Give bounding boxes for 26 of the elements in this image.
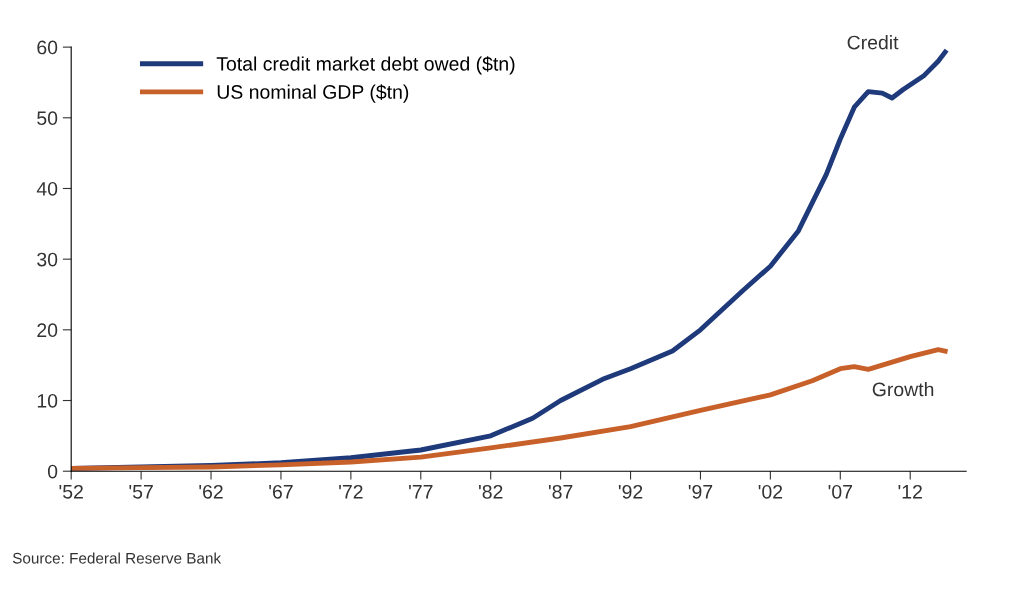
legend-label: Total credit market debt owed ($tn) [216, 56, 515, 75]
x-tick-label: '87 [548, 484, 573, 499]
x-tick-label: '57 [129, 485, 153, 499]
annotation: Growth [872, 382, 934, 397]
line-series [71, 347, 948, 471]
x-tick-label: '67 [269, 484, 293, 499]
x-tick-label: '62 [199, 484, 223, 499]
y-tick-label: 30 [37, 252, 58, 267]
y-tick-label: 60 [37, 40, 58, 55]
y-tick-label: 0 [47, 464, 58, 479]
x-tick-label: '77 [409, 485, 433, 499]
legend-label: US nominal GDP ($tn) [217, 84, 409, 103]
x-tick-label: '02 [758, 484, 783, 499]
y-tick-label: 10 [37, 393, 58, 408]
x-tick-label: '92 [618, 484, 643, 499]
y-tick-label: 50 [37, 111, 58, 126]
y-tick-label: 20 [37, 323, 58, 338]
x-tick-label: '72 [339, 484, 363, 499]
x-tick-label: '97 [688, 484, 713, 499]
annotation: Credit [847, 35, 899, 50]
y-tick-label: 40 [36, 181, 58, 196]
x-tick-label: '82 [479, 484, 503, 499]
x-tick-label: '07 [828, 484, 852, 499]
source-note: Source: Federal Reserve Bank [12, 552, 222, 564]
x-tick-label: '12 [898, 484, 922, 499]
x-tick-label: '52 [59, 484, 83, 499]
